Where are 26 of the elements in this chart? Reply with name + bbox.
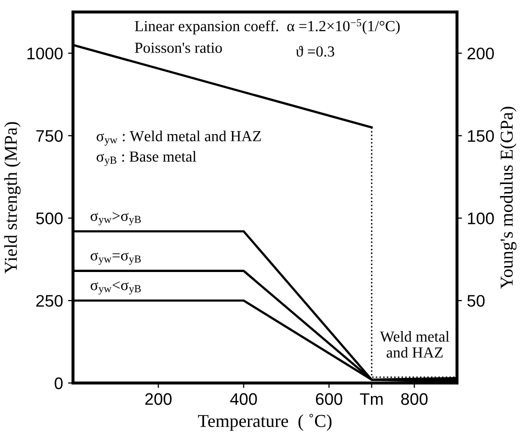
y2-tick-label: 200: [468, 48, 494, 60]
y2-tick-label: 150: [468, 130, 494, 142]
y2-axis-title: Young's modulus E(GPa): [500, 106, 517, 289]
y-tick-label: 750: [36, 130, 63, 142]
x-tick-label: 600: [316, 393, 342, 405]
x-tick-label: 800: [401, 393, 428, 405]
annotation: Weld metal and HAZ: [380, 330, 450, 358]
series-label: σ$_{yw}$=σ$_{yB}$: [90, 252, 141, 265]
y-tick-label: 1000: [27, 48, 63, 60]
y2-tick-label: 100: [468, 212, 494, 224]
x-tick-label: Tm: [360, 393, 383, 405]
annotation: ϑ =0.3: [296, 46, 334, 57]
x-axis-title: Temperature ( ˚C): [198, 414, 332, 431]
y-axis-title: Yield strength (MPa): [4, 122, 21, 274]
series-label: σ$_{yw}$>σ$_{yB}$: [90, 212, 141, 226]
x-tick-label: 400: [230, 393, 257, 405]
annotation: Linear expansion coeff. α =1.2×10$^{−5}$(1/°C): [134, 19, 400, 34]
series-label: σ$_{yw}$<σ$_{yB}$: [90, 281, 141, 294]
annotation: Poisson's ratio: [134, 42, 222, 53]
annotation: σ$_{yw}$ : Weld metal and HAZ: [96, 130, 261, 146]
y-tick-label: 250: [36, 294, 63, 307]
y2-tick-label: 50: [467, 294, 485, 307]
y-tick-label: 0: [54, 377, 63, 390]
annotation: σ$_{yB}$ : Base metal: [96, 150, 196, 166]
x-tick-label: 200: [145, 393, 172, 405]
y-tick-label: 500: [36, 212, 63, 224]
